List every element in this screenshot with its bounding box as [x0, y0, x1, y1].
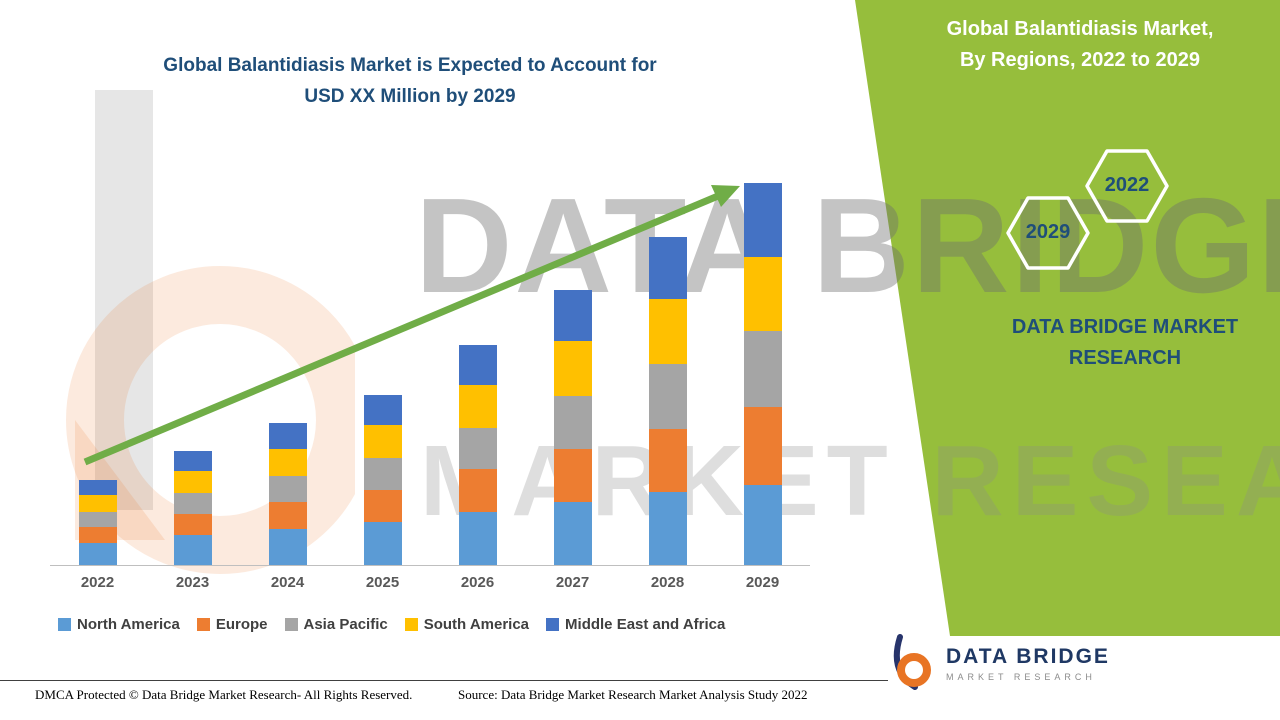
- bar-segment-europe: [743, 407, 782, 485]
- legend-swatch-icon: [196, 618, 210, 631]
- hexagon-badges-icon: [1006, 149, 1169, 270]
- bar-stack-2029: [743, 183, 782, 565]
- bar-segment-middle-east-and-africa: [553, 290, 592, 341]
- panel-brand-line1: DATA BRIDGE MARKET: [1011, 316, 1239, 338]
- bar-segment-north-america: [743, 485, 782, 565]
- chart-title: Global Balantidiasis Market is Expected …: [100, 50, 720, 113]
- legend-label: South America: [423, 616, 530, 633]
- bar-segment-asia-pacific: [743, 331, 782, 407]
- footer-logo-subtitle: MARKET RESEARCH: [946, 671, 1096, 682]
- legend-label: Europe: [215, 616, 268, 633]
- panel-brand-line2: RESEARCH: [1068, 347, 1182, 369]
- bar-segment-europe: [363, 490, 402, 522]
- bar-segment-asia-pacific: [363, 458, 402, 490]
- bar-stack-2027: [553, 290, 592, 565]
- panel-brand-text: DATA BRIDGE MARKET RESEARCH: [975, 312, 1275, 374]
- bar-segment-north-america: [648, 492, 687, 565]
- hexagon-year-2022: 2022: [1104, 174, 1150, 196]
- legend-label: Middle East and Africa: [565, 616, 726, 633]
- bar-segment-europe: [553, 449, 592, 502]
- legend-swatch-icon: [284, 618, 298, 631]
- bar-segment-middle-east-and-africa: [363, 395, 402, 425]
- footer-logo-text: DATA BRIDGE MARKET RESEARCH: [946, 645, 1110, 682]
- bar-segment-asia-pacific: [648, 364, 687, 429]
- legend-item-middle-east-and-africa: Middle East and Africa: [546, 616, 725, 633]
- bar-stack-2028: [648, 237, 687, 565]
- bar-segment-middle-east-and-africa: [458, 345, 497, 385]
- bar-segment-south-america: [648, 299, 687, 364]
- bar-segment-middle-east-and-africa: [78, 480, 117, 495]
- footer-divider: [0, 680, 888, 681]
- x-axis-label-2025: 2025: [365, 574, 400, 591]
- bar-segment-south-america: [553, 341, 592, 396]
- x-axis-label-2022: 2022: [80, 574, 115, 591]
- bar-segment-europe: [458, 469, 497, 512]
- chart-title-line1: Global Balantidiasis Market is Expected …: [163, 55, 657, 76]
- bar-segment-south-america: [173, 471, 212, 493]
- bar-segment-north-america: [363, 522, 402, 565]
- footer-logo-name: DATA BRIDGE: [946, 644, 1110, 668]
- bar-segment-south-america: [363, 425, 402, 458]
- bar-segment-europe: [648, 429, 687, 492]
- bar-segment-middle-east-and-africa: [743, 183, 782, 257]
- legend-label: Asia Pacific: [303, 616, 388, 633]
- bar-segment-middle-east-and-africa: [268, 423, 307, 449]
- hexagon-year-2029: 2029: [1025, 221, 1071, 243]
- bar-segment-asia-pacific: [78, 512, 117, 527]
- x-axis-label-2026: 2026: [460, 574, 495, 591]
- legend-item-south-america: South America: [404, 616, 530, 633]
- plot-area: [50, 183, 810, 566]
- bar-segment-north-america: [458, 512, 497, 565]
- bar-stack-2025: [363, 395, 402, 565]
- bar-stack-2022: [78, 480, 117, 565]
- bar-segment-south-america: [458, 385, 497, 428]
- bar-stack-2023: [173, 451, 212, 565]
- x-axis-label-2024: 2024: [270, 574, 305, 591]
- legend-item-asia-pacific: Asia Pacific: [284, 616, 388, 633]
- legend-item-north-america: North America: [58, 616, 180, 633]
- source-text: Source: Data Bridge Market Research Mark…: [458, 687, 808, 702]
- bar-stack-2026: [458, 345, 497, 565]
- x-axis-label-2023: 2023: [175, 574, 210, 591]
- x-axis-labels: 2022 2023 2024 2025 2026 2027 2028 2029: [50, 574, 810, 591]
- footer-logo: DATA BRIDGE MARKET RESEARCH: [885, 634, 1110, 692]
- bar-segment-south-america: [268, 449, 307, 476]
- chart-title-line2: USD XX Million by 2029: [304, 86, 516, 108]
- panel-heading-line2: By Regions, 2022 to 2029: [959, 49, 1201, 71]
- bar-segment-middle-east-and-africa: [648, 237, 687, 299]
- bar-segment-south-america: [78, 495, 117, 512]
- bar-segment-north-america: [268, 529, 307, 565]
- databridge-logo-icon: [893, 634, 931, 690]
- bar-segment-south-america: [743, 257, 782, 331]
- dmca-text: DMCA Protected © Data Bridge Market Rese…: [35, 687, 413, 702]
- legend-swatch-icon: [404, 618, 418, 631]
- legend: North America Europe Asia Pacific South Ame…: [58, 616, 823, 633]
- x-axis-label-2028: 2028: [650, 574, 685, 591]
- bar-segment-asia-pacific: [173, 493, 212, 514]
- legend-item-europe: Europe: [196, 616, 268, 633]
- x-axis-label-2029: 2029: [745, 574, 780, 591]
- bar-segment-asia-pacific: [458, 428, 497, 469]
- x-axis-label-2027: 2027: [555, 574, 590, 591]
- bar-segment-middle-east-and-africa: [173, 451, 212, 471]
- bar-segment-europe: [173, 514, 212, 535]
- bar-segment-north-america: [553, 502, 592, 565]
- bar-segment-europe: [78, 527, 117, 543]
- bar-stack-2024: [268, 423, 307, 565]
- panel-heading: Global Balantidiasis Market, By Regions,…: [900, 14, 1260, 76]
- legend-swatch-icon: [58, 618, 71, 631]
- bar-segment-north-america: [173, 535, 212, 565]
- bar-segment-asia-pacific: [553, 396, 592, 449]
- bar-segment-north-america: [78, 543, 117, 565]
- panel-heading-line1: Global Balantidiasis Market,: [946, 18, 1214, 40]
- legend-label: North America: [77, 616, 180, 633]
- bar-segment-asia-pacific: [268, 476, 307, 502]
- legend-swatch-icon: [546, 618, 560, 631]
- bar-segment-europe: [268, 502, 307, 529]
